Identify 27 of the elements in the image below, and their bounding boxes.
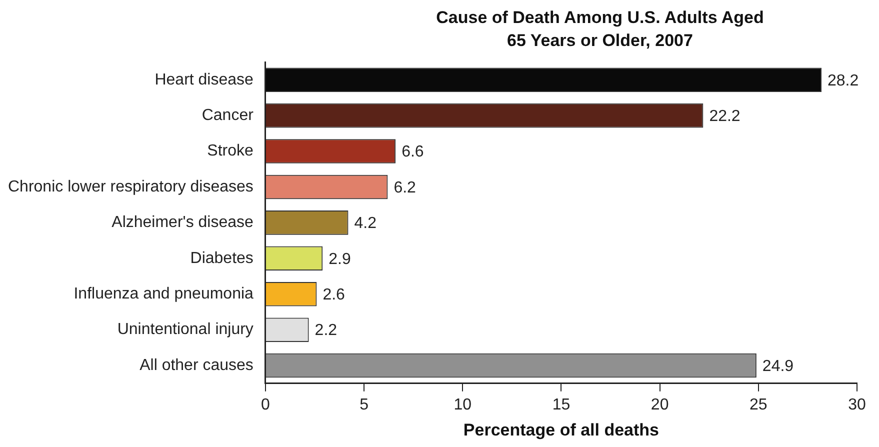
x-tick-label: 5 xyxy=(360,396,369,414)
data-label: 24.9 xyxy=(762,358,794,375)
y-tick-label: Cancer xyxy=(202,106,254,124)
y-tick-label: Diabetes xyxy=(190,250,254,267)
x-tick-label: 0 xyxy=(260,396,270,414)
x-tick-label: 20 xyxy=(650,396,669,414)
x-tick-label: 10 xyxy=(454,396,472,414)
x-tick-label: 30 xyxy=(848,396,866,414)
x-tick-label: 25 xyxy=(750,396,768,414)
data-label: 6.6 xyxy=(402,144,424,161)
chart-title: Cause of Death Among U.S. Adults Aged 65 Years or Older, 2007 xyxy=(435,7,765,52)
y-tick-label: Influenza and pneumonia xyxy=(74,286,254,303)
x-axis-title: Percentage of all deaths xyxy=(463,420,660,440)
y-tick-label: Heart disease xyxy=(154,71,254,88)
y-tick-label: Alzheimer's disease xyxy=(112,214,254,232)
data-label: 4.2 xyxy=(354,215,377,232)
y-tick-label: Unintentional injury xyxy=(117,321,254,338)
data-label: 6.2 xyxy=(394,179,416,196)
y-tick-label: Stroke xyxy=(207,142,254,160)
data-label: 2.9 xyxy=(328,250,351,268)
data-label: 28.2 xyxy=(828,72,859,90)
x-tick-label: 15 xyxy=(552,396,570,414)
data-label: 2.2 xyxy=(314,322,338,340)
data-label: 2.6 xyxy=(322,286,346,304)
y-tick-label: Chronic lower respiratory diseases xyxy=(8,178,254,196)
data-label: 22.2 xyxy=(709,108,740,125)
y-tick-label: All other causes xyxy=(140,356,254,374)
